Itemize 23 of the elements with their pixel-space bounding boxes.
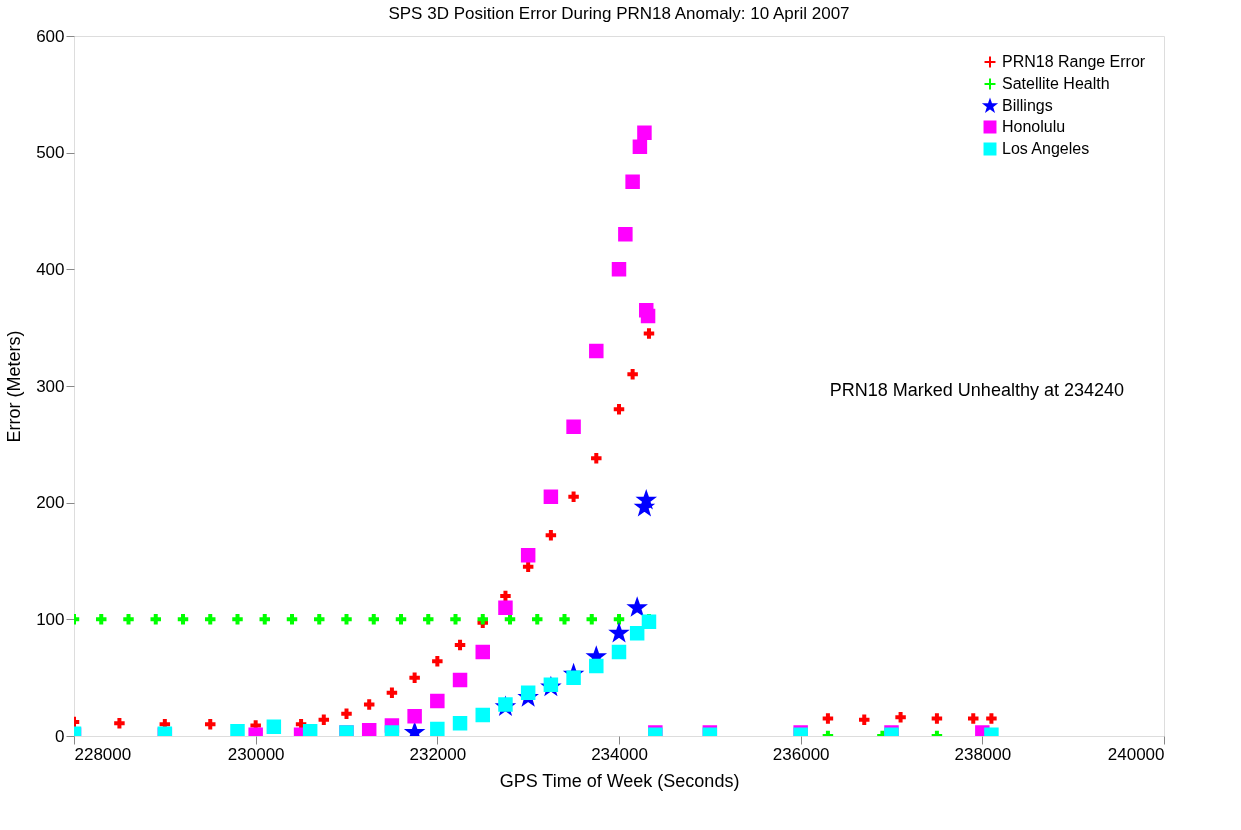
y-tick-label: 0	[55, 726, 65, 746]
legend-label: Satellite Health	[1002, 75, 1110, 92]
legend-label: Honolulu	[1002, 118, 1066, 135]
y-tick-label: 100	[36, 609, 65, 629]
x-tick-label: 230000	[227, 744, 285, 764]
x-tick-label: 238000	[954, 744, 1012, 764]
x-axis-title: GPS Time of Week (Seconds)	[499, 770, 740, 791]
x-tick-label: 236000	[772, 744, 830, 764]
chart-title: SPS 3D Position Error During PRN18 Anomaly: 10 April 2007	[388, 4, 850, 23]
y-tick-label: 600	[36, 26, 65, 46]
y-tick-label: 300	[36, 376, 65, 396]
x-tick-label: 234000	[591, 744, 648, 764]
x-tick-label: 232000	[409, 744, 467, 764]
y-tick-label: 400	[36, 259, 65, 279]
legend-label: Billings	[1002, 97, 1053, 114]
legend-label: PRN18 Range Error	[1002, 53, 1146, 70]
annotation: PRN18 Marked Unhealthy at 234240	[829, 380, 1124, 400]
y-tick-label: 200	[36, 493, 65, 513]
y-axis-title: Error (Meters)	[4, 330, 25, 443]
x-tick-label: 240000	[1107, 744, 1165, 764]
y-tick-label: 500	[36, 143, 65, 163]
x-tick-label: 228000	[74, 744, 132, 764]
legend-label: Los Angeles	[1002, 140, 1090, 157]
